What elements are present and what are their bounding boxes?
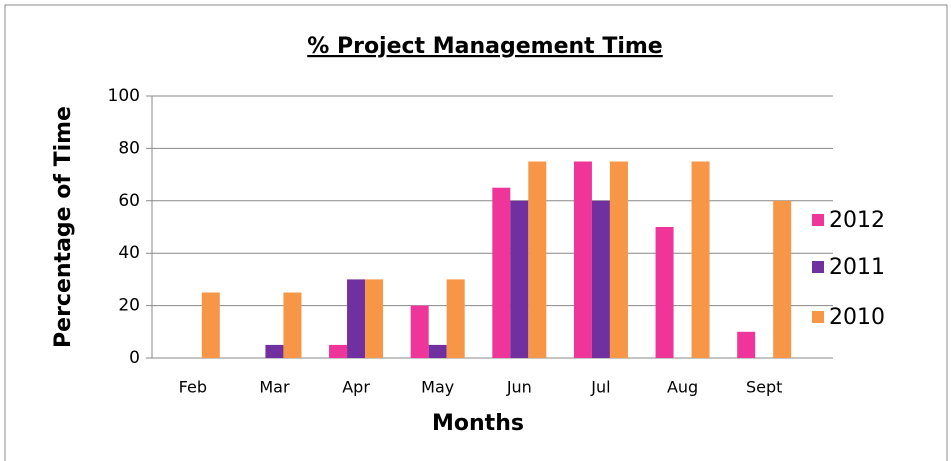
bar — [591, 200, 610, 358]
bar — [655, 227, 674, 358]
bar — [492, 187, 511, 358]
bar — [773, 200, 792, 358]
legend-swatch — [812, 214, 824, 226]
x-tick-label: Apr — [342, 378, 370, 397]
y-tick-label: 100 — [108, 86, 140, 106]
x-tick-label: May — [421, 378, 454, 397]
bar — [283, 292, 302, 358]
bar — [691, 161, 710, 358]
legend-label: 2011 — [829, 255, 885, 280]
bar — [528, 161, 547, 358]
chart-frame — [4, 4, 948, 461]
bar — [201, 292, 220, 358]
x-tick-label: Jun — [506, 378, 532, 397]
chart-title: % Project Management Time — [307, 34, 662, 59]
y-tick-label: 80 — [118, 138, 140, 158]
legend-swatch — [812, 261, 824, 273]
y-tick-label: 60 — [118, 191, 140, 211]
bar — [329, 344, 348, 358]
bar — [410, 305, 429, 358]
bar — [737, 331, 756, 358]
x-tick-label: Mar — [259, 378, 290, 397]
x-tick-label: Aug — [667, 378, 698, 397]
bar — [265, 344, 284, 358]
x-axis-label: Months — [432, 411, 524, 436]
y-tick-label: 40 — [118, 243, 140, 263]
x-tick-label: Feb — [179, 378, 207, 397]
bar — [573, 161, 592, 358]
legend-label: 2010 — [829, 305, 885, 330]
bar — [446, 279, 465, 358]
bar — [365, 279, 384, 358]
bar — [510, 200, 529, 358]
bar — [609, 161, 628, 358]
y-tick-label: 20 — [118, 296, 140, 316]
legend-label: 2012 — [829, 208, 885, 233]
bar — [428, 344, 447, 358]
x-tick-label: Jul — [590, 378, 610, 397]
y-axis-label: Percentage of Time — [51, 106, 76, 348]
legend-swatch — [812, 311, 824, 323]
bar — [347, 279, 366, 358]
y-tick-label: 0 — [129, 348, 140, 368]
x-tick-label: Sept — [746, 378, 782, 397]
